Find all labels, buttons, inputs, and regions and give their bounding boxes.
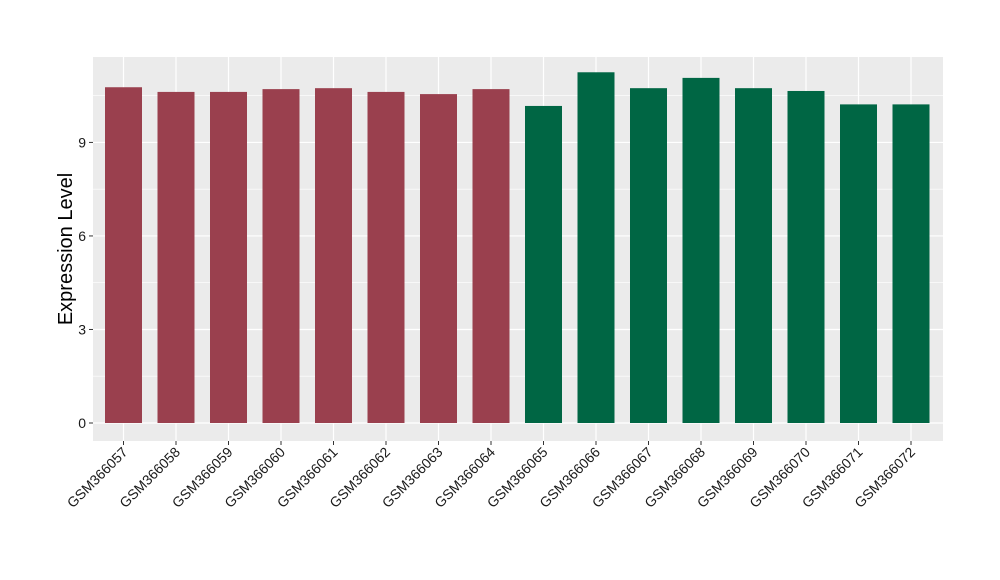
y-tick-label: 0 [78,415,86,431]
bar [315,88,352,423]
y-axis-title: Expression Level [55,173,77,325]
y-axis: 0 3 6 9 [78,134,93,431]
x-axis: GSM366057GSM366058GSM366059GSM366060GSM3… [64,441,918,511]
y-tick-label: 3 [78,321,86,337]
bars [105,72,930,424]
bar [210,91,247,423]
bar [157,91,195,423]
bar [682,77,720,423]
bar [630,88,667,423]
bar [105,87,142,423]
bar [892,104,930,423]
bar [262,89,300,424]
bar [577,72,615,424]
bar [472,89,510,424]
y-tick-label: 9 [78,134,86,150]
bar [840,104,877,423]
y-tick-label: 6 [78,228,86,244]
bar [735,88,772,423]
bar [367,91,405,423]
bar [420,94,457,423]
bar [787,90,825,423]
bar [525,105,562,423]
